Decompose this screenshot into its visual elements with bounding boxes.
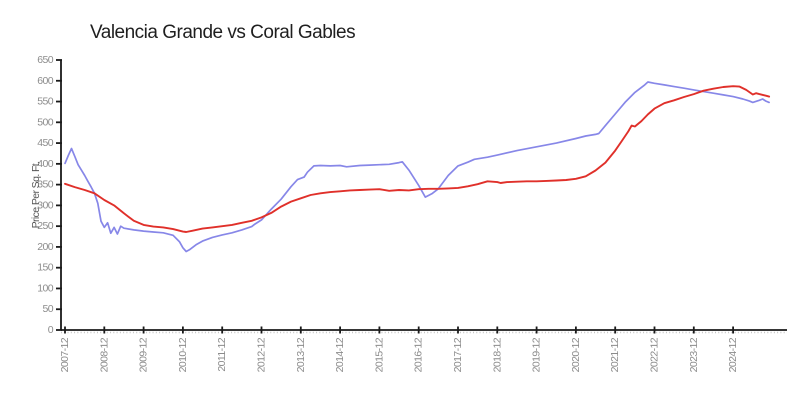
x-tick-label: 2021-12	[609, 337, 621, 372]
y-tick-label: 0	[48, 324, 54, 336]
x-tick-label: 2020-12	[570, 337, 582, 372]
y-axis-title: Price Per Sq. Ft.	[30, 162, 42, 229]
x-tick-label: 2013-12	[295, 337, 307, 372]
y-tick-label: 250	[37, 220, 53, 232]
y-tick-label: 650	[37, 54, 53, 66]
y-tick-label: 200	[37, 241, 53, 253]
x-tick-label: 2016-12	[413, 337, 425, 372]
x-tick-label: 2024-12	[727, 337, 739, 372]
x-tick-label: 2012-12	[256, 337, 268, 372]
y-tick-label: 450	[37, 137, 53, 149]
x-tick-label: 2008-12	[98, 337, 110, 372]
y-tick-label: 100	[37, 282, 53, 294]
series-line-coral-gables	[64, 85, 771, 233]
y-tick-label: 500	[37, 116, 53, 128]
series-line-valencia-grande	[64, 81, 770, 253]
x-tick-label: 2019-12	[531, 337, 543, 372]
x-tick-label: 2011-12	[216, 337, 228, 371]
y-tick-label: 50	[43, 303, 54, 315]
y-tick-label: 600	[37, 75, 53, 87]
chart-title: Valencia Grande vs Coral Gables	[90, 22, 356, 43]
x-tick-label: 2022-12	[649, 337, 661, 372]
x-tick-label: 2018-12	[491, 337, 503, 372]
y-tick-label: 350	[37, 179, 53, 191]
x-tick-label: 2009-12	[138, 337, 150, 372]
y-tick-label: 150	[37, 262, 53, 274]
x-tick-label: 2015-12	[373, 337, 385, 372]
x-tick-label: 2023-12	[688, 337, 700, 372]
x-tick-label: 2014-12	[334, 337, 346, 372]
y-tick-label: 400	[37, 158, 53, 170]
y-tick-label: 300	[37, 199, 53, 211]
x-tick-label: 2017-12	[452, 337, 464, 372]
x-tick-label: 2007-12	[59, 337, 71, 372]
x-tick-label: 2010-12	[177, 337, 189, 372]
y-tick-label: 550	[37, 96, 53, 108]
